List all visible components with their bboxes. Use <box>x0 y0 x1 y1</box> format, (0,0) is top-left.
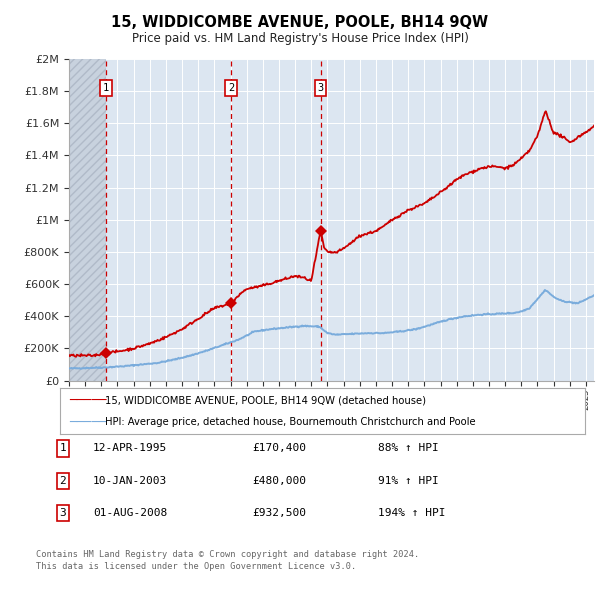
Text: 3: 3 <box>317 83 324 93</box>
Text: 01-AUG-2008: 01-AUG-2008 <box>93 509 167 518</box>
Text: ─────: ───── <box>69 394 107 407</box>
Text: 10-JAN-2003: 10-JAN-2003 <box>93 476 167 486</box>
Text: 1: 1 <box>59 444 67 453</box>
Text: 88% ↑ HPI: 88% ↑ HPI <box>378 444 439 453</box>
Bar <box>69 59 106 381</box>
Text: 15, WIDDICOMBE AVENUE, POOLE, BH14 9QW: 15, WIDDICOMBE AVENUE, POOLE, BH14 9QW <box>112 15 488 30</box>
Text: £932,500: £932,500 <box>252 509 306 518</box>
Text: ─────: ───── <box>69 416 107 429</box>
Text: 15, WIDDICOMBE AVENUE, POOLE, BH14 9QW (detached house): 15, WIDDICOMBE AVENUE, POOLE, BH14 9QW (… <box>105 395 426 405</box>
Text: £170,400: £170,400 <box>252 444 306 453</box>
Text: 2: 2 <box>59 476 67 486</box>
Text: Price paid vs. HM Land Registry's House Price Index (HPI): Price paid vs. HM Land Registry's House … <box>131 32 469 45</box>
Text: 12-APR-1995: 12-APR-1995 <box>93 444 167 453</box>
Text: 3: 3 <box>59 509 67 518</box>
Text: 1: 1 <box>103 83 109 93</box>
Text: 2: 2 <box>228 83 234 93</box>
Text: HPI: Average price, detached house, Bournemouth Christchurch and Poole: HPI: Average price, detached house, Bour… <box>105 417 476 427</box>
Text: £480,000: £480,000 <box>252 476 306 486</box>
Text: This data is licensed under the Open Government Licence v3.0.: This data is licensed under the Open Gov… <box>36 562 356 571</box>
Text: 91% ↑ HPI: 91% ↑ HPI <box>378 476 439 486</box>
Text: Contains HM Land Registry data © Crown copyright and database right 2024.: Contains HM Land Registry data © Crown c… <box>36 550 419 559</box>
Text: 194% ↑ HPI: 194% ↑ HPI <box>378 509 445 518</box>
